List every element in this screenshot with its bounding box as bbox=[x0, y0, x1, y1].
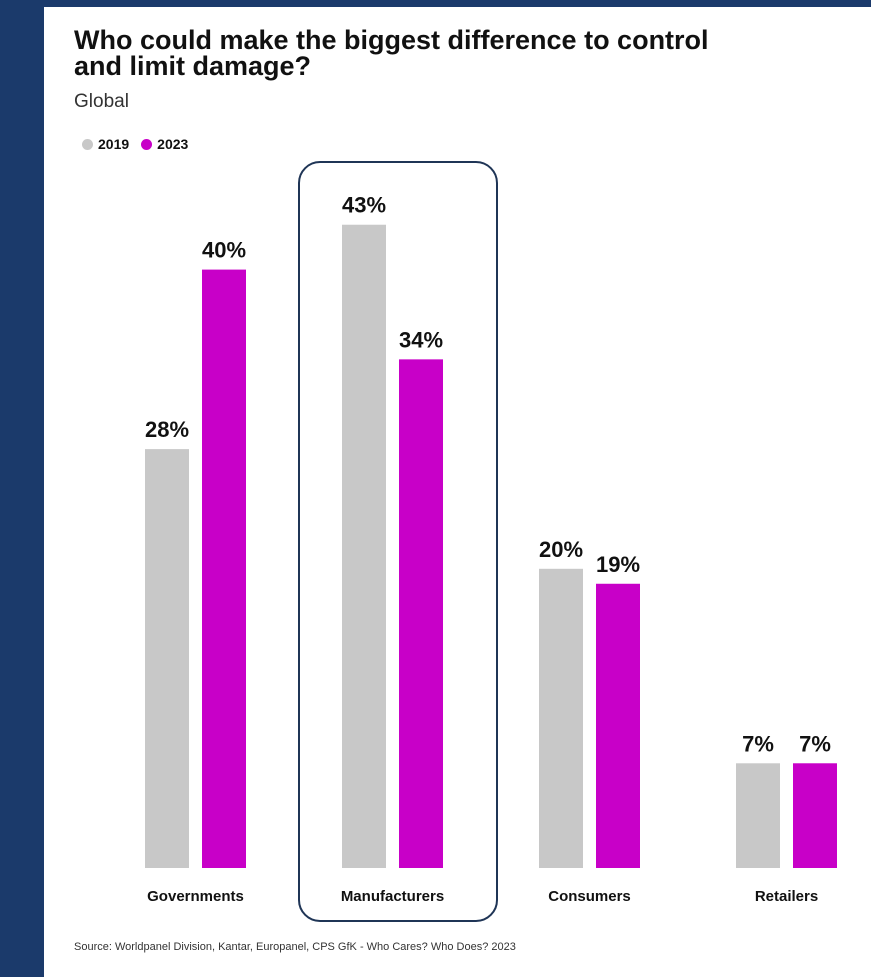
data-label-governments-2019: 28% bbox=[145, 417, 189, 442]
bar-governments-2019 bbox=[145, 449, 189, 868]
data-label-manufacturers-2019: 43% bbox=[342, 193, 386, 218]
bar-retailers-2019 bbox=[736, 763, 780, 868]
legend-item-2023: 2023 bbox=[141, 136, 188, 152]
legend-swatch-2023 bbox=[141, 138, 153, 150]
bar-consumers-2019 bbox=[539, 568, 583, 868]
chart-legend: 2019 2023 bbox=[82, 136, 188, 152]
bar-governments-2023 bbox=[202, 269, 246, 869]
chart-title: Who could make the biggest difference to… bbox=[74, 25, 709, 81]
legend-swatch-2019 bbox=[82, 138, 93, 150]
category-label-manufacturers: Manufacturers bbox=[341, 888, 444, 905]
bar-chart: 28% 40% Governments 43% 34% Manufacturers 20% 1… bbox=[145, 193, 837, 905]
data-label-governments-2023: 40% bbox=[202, 238, 246, 263]
data-label-retailers-2023: 7% bbox=[799, 731, 831, 756]
legend-item-2019: 2019 bbox=[82, 136, 129, 152]
source-note: Source: Worldpanel Division, Kantar, Eur… bbox=[74, 941, 516, 953]
bar-manufacturers-2023 bbox=[399, 359, 443, 868]
category-label-governments: Governments bbox=[147, 888, 244, 905]
category-label-retailers: Retailers bbox=[755, 888, 818, 905]
data-label-consumers-2023: 19% bbox=[596, 552, 640, 577]
data-label-retailers-2019: 7% bbox=[742, 731, 774, 756]
bar-retailers-2023 bbox=[793, 763, 837, 868]
data-label-manufacturers-2023: 34% bbox=[399, 327, 443, 352]
bar-manufacturers-2019 bbox=[342, 224, 386, 869]
legend-label-2019: 2019 bbox=[98, 136, 130, 152]
bar-consumers-2023 bbox=[596, 583, 640, 868]
data-label-consumers-2019: 20% bbox=[539, 537, 583, 562]
legend-label-2023: 2023 bbox=[157, 136, 189, 152]
chart-card: Who could make the biggest difference to… bbox=[44, 7, 871, 977]
category-label-consumers: Consumers bbox=[548, 888, 631, 905]
chart-subtitle: Global bbox=[74, 91, 129, 112]
manufacturers-highlight-box bbox=[298, 161, 498, 922]
